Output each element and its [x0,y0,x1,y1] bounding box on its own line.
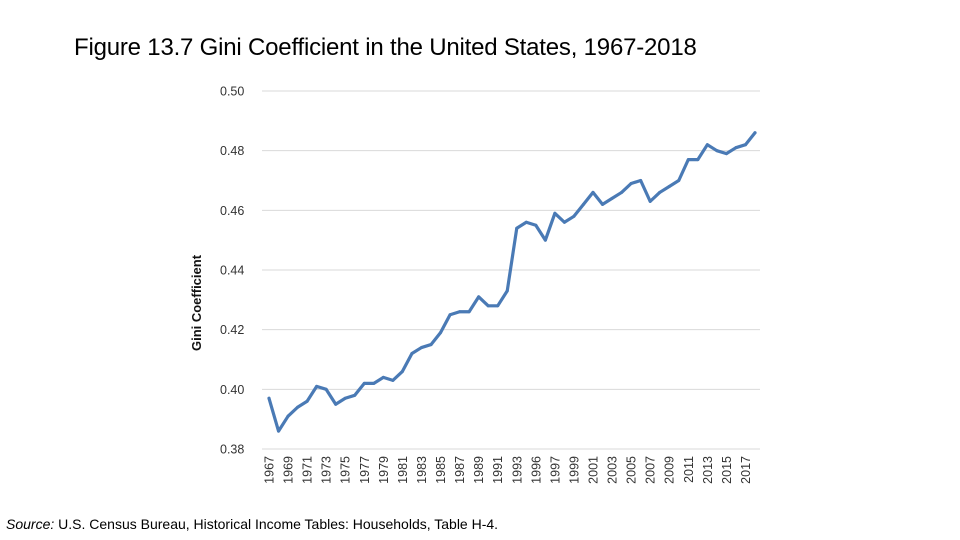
data-point [305,399,309,403]
data-point [581,202,585,206]
data-point [515,226,519,230]
y-tick-label: 0.38 [220,443,244,457]
data-point [296,405,300,409]
data-point [648,199,652,203]
gini-series-line [267,131,757,433]
data-point [601,202,605,206]
series-layer [267,131,757,433]
y-tick-label: 0.42 [220,323,244,337]
x-tick-label: 1987 [453,456,467,484]
x-tick-label: 1997 [548,456,562,484]
x-tick-label: 2009 [663,456,677,484]
data-point [324,387,328,391]
data-point [496,304,500,308]
x-tick-label: 1999 [567,456,581,484]
data-point [553,211,557,215]
x-tick-label: 1973 [320,456,334,484]
data-point [362,381,366,385]
y-tick-label: 0.44 [220,264,244,278]
y-tick-label: 0.40 [220,383,244,397]
x-tick-label: 2007 [644,456,658,484]
source-note: Source: U.S. Census Bureau, Historical I… [6,516,498,532]
data-point [277,429,281,433]
data-point [591,190,595,194]
x-tick-label: 2013 [701,456,715,484]
data-point [419,346,423,350]
data-point [677,179,681,182]
x-tick-label: 2003 [606,456,620,484]
data-point [429,343,433,347]
data-point [286,414,290,418]
x-tick-label: 1991 [491,456,505,484]
x-tick-label: 1996 [529,456,543,484]
data-point [505,289,509,293]
y-tick-label: 0.50 [220,85,244,99]
data-point [658,190,662,194]
data-point [724,152,728,156]
data-point [410,352,414,356]
data-point [353,393,357,397]
data-point [639,179,643,182]
figure-title: Figure 13.7 Gini Coefficient in the Unit… [74,34,697,61]
data-point [743,143,747,147]
data-point [343,396,347,400]
data-point [334,402,338,406]
data-point [315,384,319,388]
x-tick-label: 2011 [682,456,696,483]
data-point [562,220,566,224]
source-text: U.S. Census Bureau, Historical Income Ta… [54,516,499,532]
x-tick-label: 1969 [282,456,296,484]
data-point [467,310,471,314]
data-point [734,146,738,150]
x-tick-label: 1983 [415,456,429,484]
data-point [267,396,271,400]
data-point [753,131,757,135]
x-tick-label: 2015 [720,456,734,484]
data-point [391,378,395,382]
data-point [448,313,452,317]
x-tick-label: 1989 [472,456,486,484]
y-tick-label: 0.48 [220,144,244,158]
data-point [524,220,528,224]
data-point [400,369,404,373]
x-tick-label: 1971 [301,456,315,484]
data-point [572,214,576,218]
x-tick-label: 1979 [377,456,391,484]
x-tick-label: 1981 [396,456,410,484]
gridlines [262,90,760,450]
data-point [629,181,633,185]
data-point [667,184,671,188]
data-point [458,310,462,314]
data-point [534,223,538,227]
data-point [620,190,624,194]
x-tick-label: 2001 [587,456,601,484]
data-point [381,375,385,379]
y-tick-label: 0.46 [220,204,244,218]
data-point [610,196,614,200]
y-axis-label: Gini Coefficient [189,254,204,351]
x-tick-label: 1977 [358,456,372,484]
data-point [439,331,443,335]
data-point [543,238,547,242]
x-tick-label: 1967 [263,456,277,484]
x-tick-label: 1975 [339,456,353,484]
x-tick-label: 1985 [434,456,448,484]
data-point [477,295,481,299]
data-point [715,149,719,153]
data-point [696,158,700,162]
y-axis-ticks: 0.38 0.40 0.42 0.44 0.46 0.48 0.50 [220,85,244,457]
x-axis-ticks: 1967 1969 1971 1973 1975 1977 1979 1981 1983 1985… [263,456,753,484]
data-point [686,158,690,162]
x-tick-label: 2017 [739,456,753,484]
x-tick-label: 2005 [625,456,639,484]
data-point [486,304,490,308]
x-tick-label: 1993 [510,456,524,484]
data-point [705,143,709,147]
data-point [372,381,376,385]
source-label: Source: [6,516,55,532]
